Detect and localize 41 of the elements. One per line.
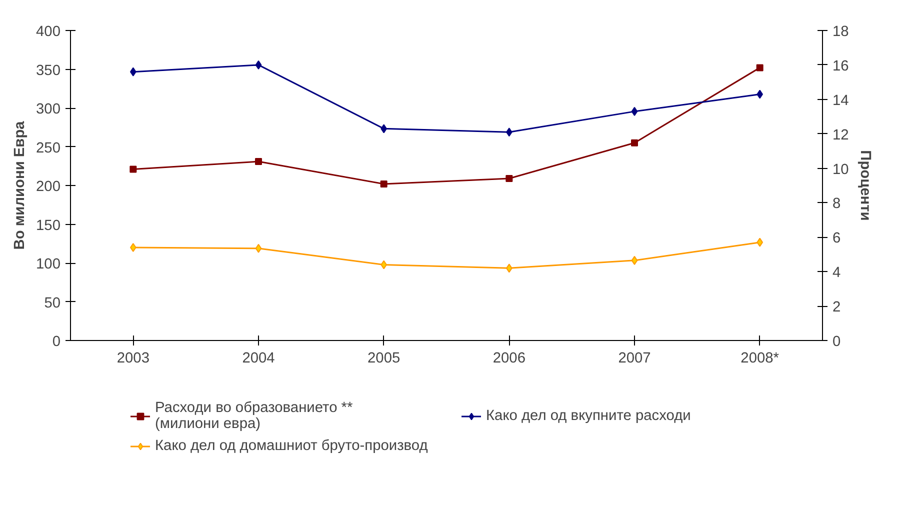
point	[255, 60, 262, 70]
point	[506, 175, 513, 182]
x-tick-label: 2004	[242, 350, 275, 366]
y2-tick-label: 2	[832, 300, 841, 316]
legend-label: Расходи во образованието ** (милиони евра)	[155, 400, 354, 432]
y-tick-label: 0	[52, 334, 61, 350]
x-tick-label: 2008*	[740, 350, 780, 366]
point	[130, 166, 137, 173]
y-tick-label: 350	[36, 62, 61, 79]
y-tick-label: 50	[44, 295, 61, 312]
y2-tick-label: 4	[832, 265, 841, 282]
y2-tick-label: 14	[832, 92, 849, 109]
point	[255, 244, 262, 253]
point	[631, 139, 638, 146]
y2-tick-label: 18	[832, 24, 849, 40]
y-tick-label: 200	[36, 179, 61, 195]
point	[255, 158, 262, 165]
x-tick-label: 2007	[618, 350, 651, 366]
y2-tick-label: 0	[832, 334, 841, 350]
y2-axis-title: Проценти	[856, 150, 873, 221]
y2-tick-label: 8	[832, 196, 841, 212]
y-tick-label: 400	[36, 24, 61, 40]
y2-tick-label: 12	[832, 127, 849, 144]
y-tick-label: 300	[36, 102, 61, 118]
point	[380, 180, 388, 188]
x-tick-label: 2006	[492, 350, 526, 366]
point	[130, 243, 136, 252]
point	[631, 256, 638, 265]
y-axis-title: Во милиони Евра	[12, 120, 28, 250]
legend-label: Како дел од вкупните расходи	[486, 408, 692, 424]
y2-tick-label: 16	[832, 58, 849, 74]
y2-tick-label: 10	[832, 162, 849, 178]
x-tick-label: 2005	[368, 350, 400, 366]
x-tick-label: 2003	[116, 350, 150, 366]
point	[756, 64, 764, 72]
y-tick-label: 100	[36, 256, 61, 272]
point	[631, 106, 638, 116]
legend-label: Како дел од домашниот бруто-производ	[155, 438, 429, 454]
y-tick-label: 250	[36, 140, 61, 156]
y-tick-label: 150	[36, 218, 61, 234]
y2-tick-label: 6	[832, 230, 841, 247]
